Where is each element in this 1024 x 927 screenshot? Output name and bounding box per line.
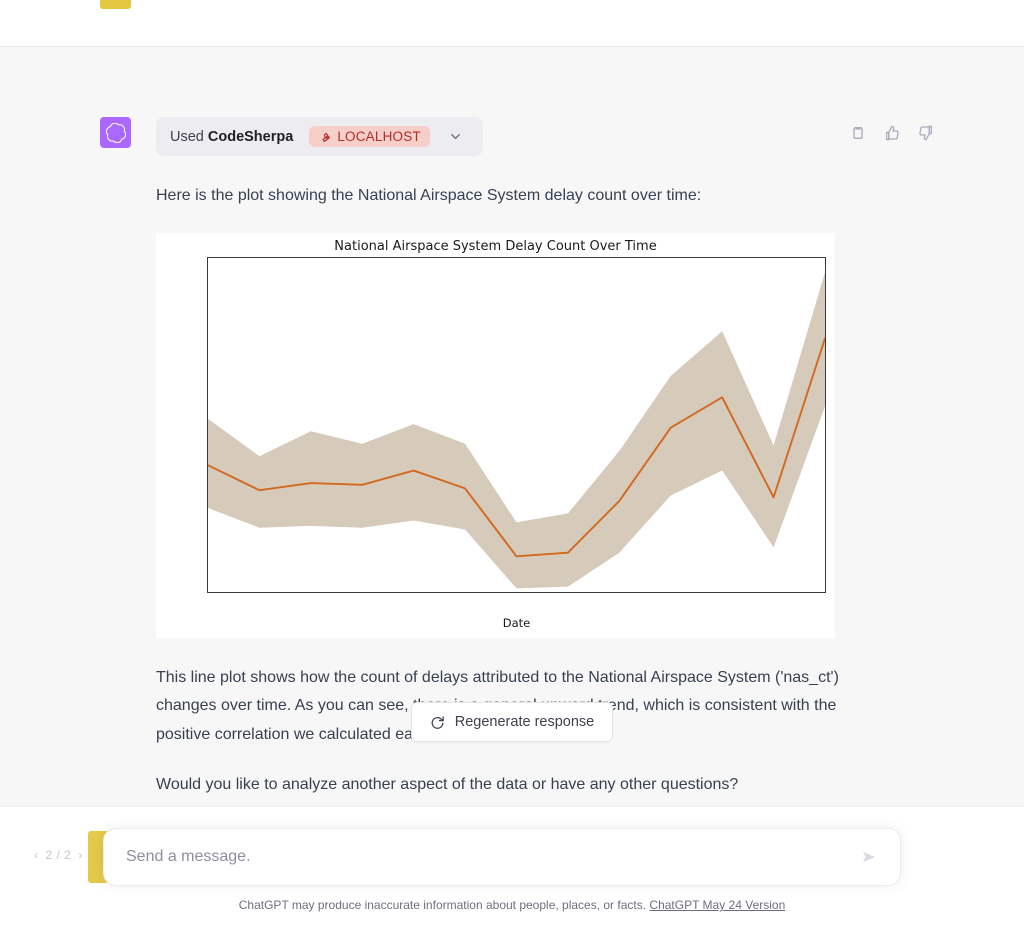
chart-title: National Airspace System Delay Count Ove…	[334, 238, 657, 254]
footer-text: ChatGPT may produce inaccurate informati…	[238, 898, 647, 912]
footer-disclaimer: ChatGPT may produce inaccurate informati…	[0, 898, 1024, 912]
chart-figure: National Airspace System Delay Count Ove…	[156, 232, 835, 638]
pager-count: 2 / 2	[45, 848, 72, 862]
plugin-invocation-bar[interactable]: Used CodeSherpa LOCALHOST	[156, 117, 483, 156]
host-badge-label: LOCALHOST	[337, 129, 421, 144]
chevron-down-icon[interactable]	[448, 129, 469, 144]
status-badge: LOCALHOST	[309, 126, 430, 147]
assistant-message-turn: Used CodeSherpa LOCALHOST Here is the pl…	[0, 47, 1024, 807]
send-icon[interactable]	[856, 844, 882, 870]
avatar-user: CH	[100, 0, 131, 9]
chevron-right-icon[interactable]: ›	[78, 848, 83, 862]
response-pager: ‹ 2 / 2 ›	[34, 848, 83, 862]
message-action-bar	[848, 123, 936, 143]
thumbs-down-icon[interactable]	[916, 123, 936, 143]
copy-icon[interactable]	[848, 123, 868, 143]
chart-confidence-band	[208, 271, 825, 588]
chart-line-series	[208, 336, 825, 557]
assistant-intro-text: Here is the plot showing the National Ai…	[156, 187, 702, 204]
plugin-used-prefix: Used	[170, 128, 204, 145]
version-link[interactable]: ChatGPT May 24 Version	[649, 898, 786, 912]
regenerate-response-button[interactable]: Regenerate response	[410, 702, 614, 742]
chart-series-canvas	[208, 271, 825, 588]
user-message-text: Plot it	[153, 0, 193, 4]
openai-logo-icon	[105, 122, 126, 143]
regenerate-response-label: Regenerate response	[454, 714, 595, 730]
composer-area: ‹ 2 / 2 › ChatGPT may produce inaccurate…	[0, 807, 1024, 927]
chart-x-axis-label: Date	[502, 615, 531, 630]
plugin-used-label: Used CodeSherpa	[170, 129, 293, 145]
search-input[interactable]	[124, 847, 856, 867]
wrench-icon	[322, 133, 331, 142]
plugin-name: CodeSherpa	[207, 128, 294, 145]
chevron-left-icon[interactable]: ‹	[34, 848, 39, 862]
assistant-followup-text: Would you like to analyze another aspect…	[156, 776, 739, 793]
thumbs-up-icon[interactable]	[882, 123, 902, 143]
user-message-turn: CH Plot it	[0, 0, 1024, 47]
refresh-icon	[431, 715, 444, 729]
chart-plot-area: 12.515.017.520.022.525.027.530.0 2022-03…	[207, 256, 826, 593]
avatar-assistant	[100, 117, 131, 148]
message-composer[interactable]	[103, 828, 901, 886]
